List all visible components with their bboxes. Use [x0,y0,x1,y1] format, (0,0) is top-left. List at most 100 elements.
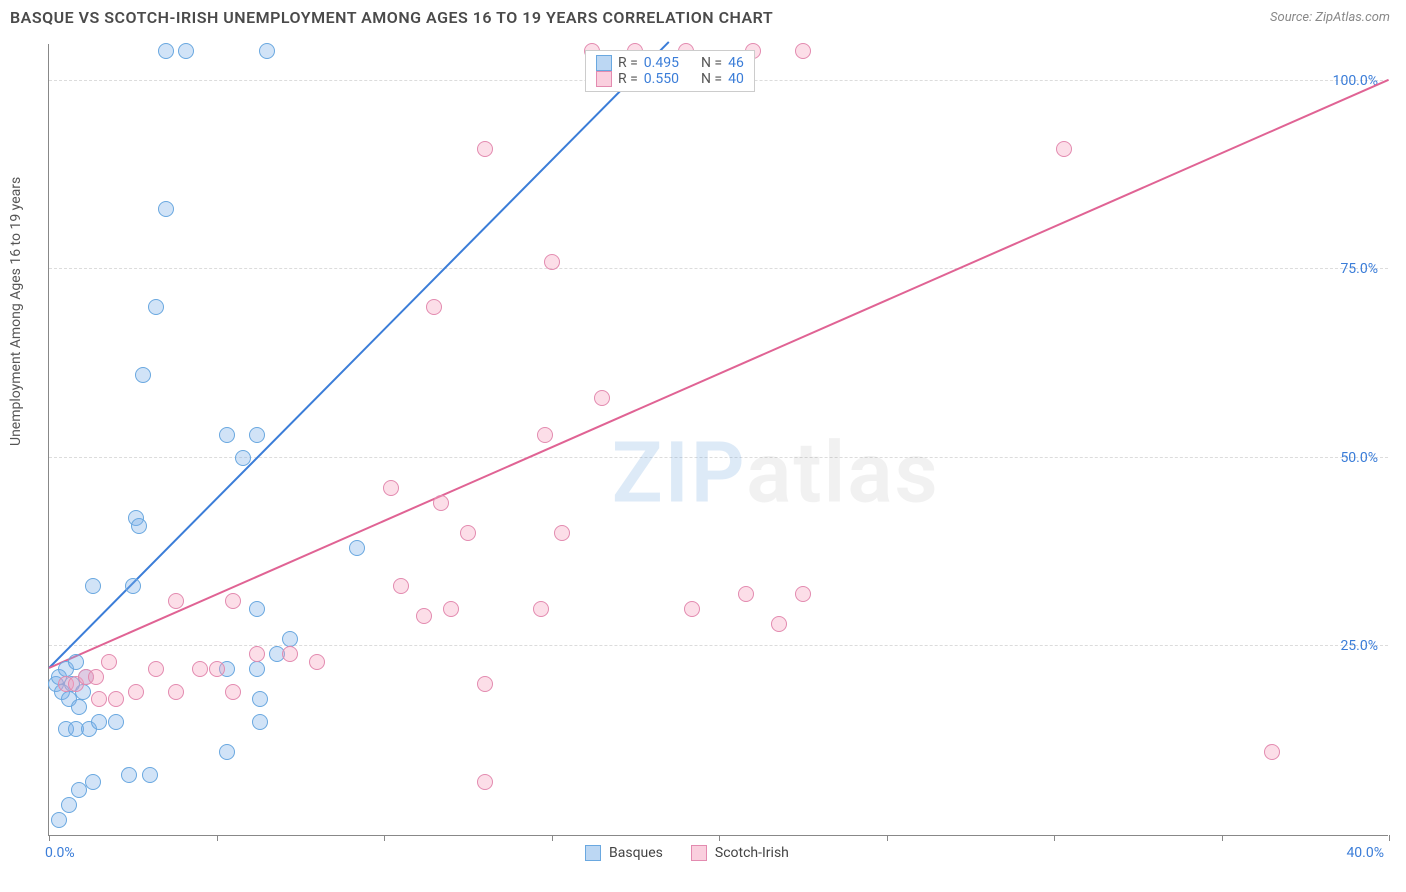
n-label: N = [701,55,722,71]
legend-label: Scotch-Irish [715,845,789,861]
series-legend: Basques Scotch-Irish [585,845,789,861]
r-label: R = [618,55,638,71]
x-tick [887,835,888,841]
data-point [1264,744,1280,760]
data-point [249,427,265,443]
data-point [128,684,144,700]
stats-row: R =0.550N =40 [596,71,744,87]
data-point [142,767,158,783]
stats-legend: R = 0.495 N = 46R =0.550N =40 [585,50,755,92]
data-point [349,540,365,556]
data-point [426,299,442,315]
data-point [85,774,101,790]
data-point [135,367,151,383]
legend-swatch-icon [585,845,601,861]
data-point [192,661,208,677]
data-point [101,654,117,670]
x-tick [49,835,50,841]
n-value: 46 [728,55,744,71]
data-point [771,616,787,632]
data-point [108,691,124,707]
watermark: ZIPatlas [612,423,940,522]
data-point [544,254,560,270]
data-point [282,646,298,662]
data-point [443,601,459,617]
y-axis-label: Unemployment Among Ages 16 to 19 years [8,177,24,446]
x-max-label: 40.0% [1346,845,1384,861]
data-point [416,608,432,624]
data-point [393,578,409,594]
data-point [1056,141,1072,157]
data-point [91,691,107,707]
x-tick [217,835,218,841]
data-point [91,714,107,730]
data-point [249,661,265,677]
data-point [148,299,164,315]
plot-area: 25.0%50.0%75.0%100.0%0.0%40.0%ZIPatlasR … [48,44,1388,836]
x-tick [1222,835,1223,841]
data-point [477,141,493,157]
data-point [68,654,84,670]
legend-swatch-icon [596,55,612,71]
data-point [225,593,241,609]
legend-swatch-icon [691,845,707,861]
data-point [121,767,137,783]
data-point [61,797,77,813]
legend-item: Scotch-Irish [691,845,789,861]
x-tick [384,835,385,841]
x-min-label: 0.0% [45,845,75,861]
data-point [168,684,184,700]
data-point [259,43,275,59]
stats-row: R = 0.495 N = 46 [596,55,744,71]
x-tick [1054,835,1055,841]
legend-label: Basques [609,845,663,861]
data-point [738,586,754,602]
data-point [684,601,700,617]
data-point [433,495,449,511]
data-point [477,676,493,692]
data-point [51,812,67,828]
trendline-basques [48,41,669,668]
data-point [158,43,174,59]
data-point [125,578,141,594]
n-label: N = [701,71,722,87]
source-label: Source: ZipAtlas.com [1270,10,1390,25]
data-point [795,586,811,602]
data-point [219,744,235,760]
x-tick [719,835,720,841]
data-point [594,390,610,406]
data-point [108,714,124,730]
data-point [219,427,235,443]
data-point [309,654,325,670]
data-point [282,631,298,647]
data-point [249,646,265,662]
data-point [71,699,87,715]
r-label: R = [618,71,638,87]
gridline [49,645,1388,646]
y-tick-label: 50.0% [1340,450,1378,466]
data-point [477,774,493,790]
x-tick [552,835,553,841]
trendline-scotch-irish [49,79,1390,669]
data-point [795,43,811,59]
data-point [209,661,225,677]
data-point [460,525,476,541]
legend-swatch-icon [596,71,612,87]
x-tick [1389,835,1390,841]
data-point [537,427,553,443]
legend-item: Basques [585,845,663,861]
data-point [383,480,399,496]
data-point [225,684,241,700]
data-point [249,601,265,617]
data-point [131,518,147,534]
data-point [148,661,164,677]
y-tick-label: 25.0% [1340,638,1378,654]
y-tick-label: 75.0% [1340,261,1378,277]
data-point [533,601,549,617]
r-value: 0.495 [644,55,679,71]
data-point [85,578,101,594]
gridline [49,268,1388,269]
data-point [235,450,251,466]
chart-title: BASQUE VS SCOTCH-IRISH UNEMPLOYMENT AMON… [10,8,773,27]
chart-header: BASQUE VS SCOTCH-IRISH UNEMPLOYMENT AMON… [0,0,1406,35]
